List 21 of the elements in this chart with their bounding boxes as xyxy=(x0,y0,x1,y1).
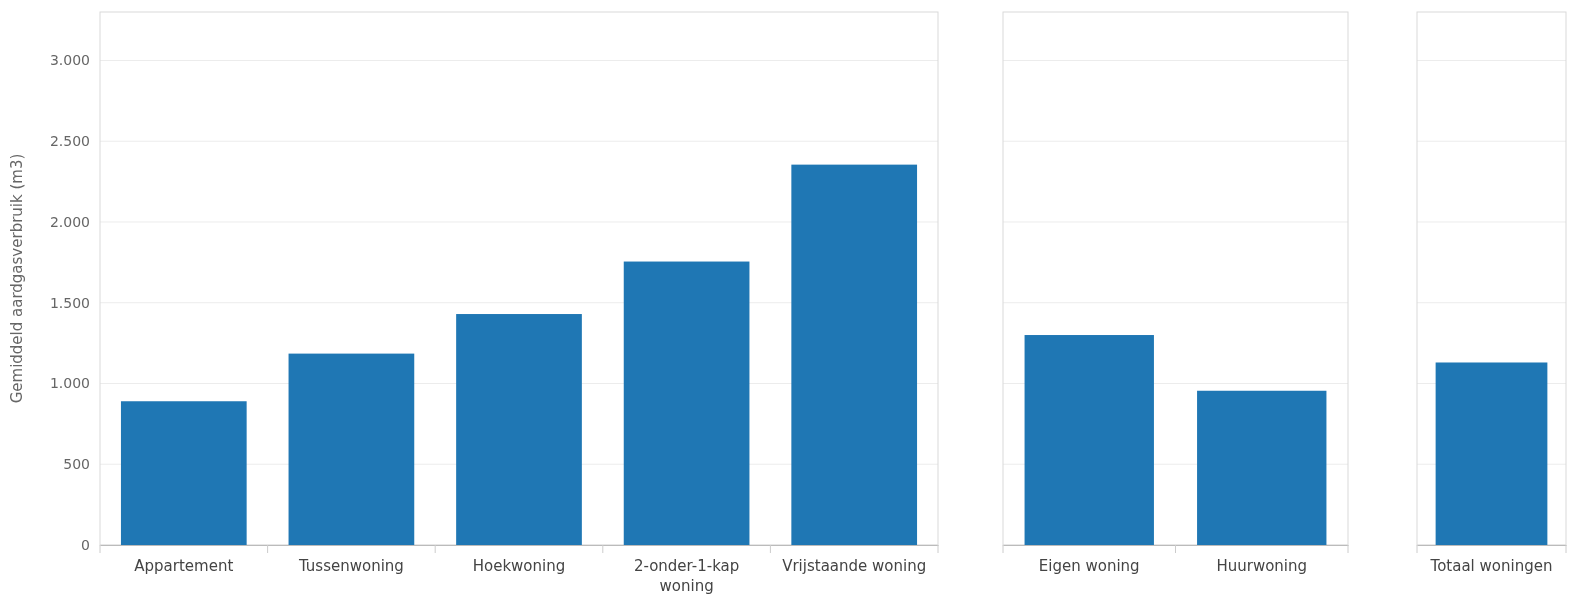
x-tick-label: Vrijstaande woning xyxy=(782,557,927,575)
y-tick-label: 0 xyxy=(81,536,90,553)
bar xyxy=(623,261,750,545)
y-tick-label: 3.000 xyxy=(49,52,90,69)
x-tick-label: Hoekwoning xyxy=(472,557,566,575)
y-tick-label: 1.000 xyxy=(49,375,90,392)
bar xyxy=(288,353,415,545)
x-tick-label: Eigen woning xyxy=(1038,557,1140,575)
bar xyxy=(456,314,582,545)
y-tick-label: 500 xyxy=(63,456,90,473)
bar xyxy=(120,401,247,545)
y-tick-label: 1.500 xyxy=(49,294,90,311)
x-tick-label: Tussenwoning xyxy=(297,557,404,575)
bar xyxy=(791,164,918,545)
x-tick-label: Totaal woningen xyxy=(1429,557,1553,575)
y-tick-label: 2.000 xyxy=(49,213,90,230)
y-tick-label: 2.500 xyxy=(49,133,90,150)
x-tick-label: 2-onder-1-kap woning xyxy=(633,557,740,595)
y-axis-title: Gemiddeld aardgasverbruik (m3) xyxy=(8,153,26,404)
x-tick-label: Appartement xyxy=(134,557,234,575)
x-tick-label: Huurwoning xyxy=(1216,557,1308,575)
